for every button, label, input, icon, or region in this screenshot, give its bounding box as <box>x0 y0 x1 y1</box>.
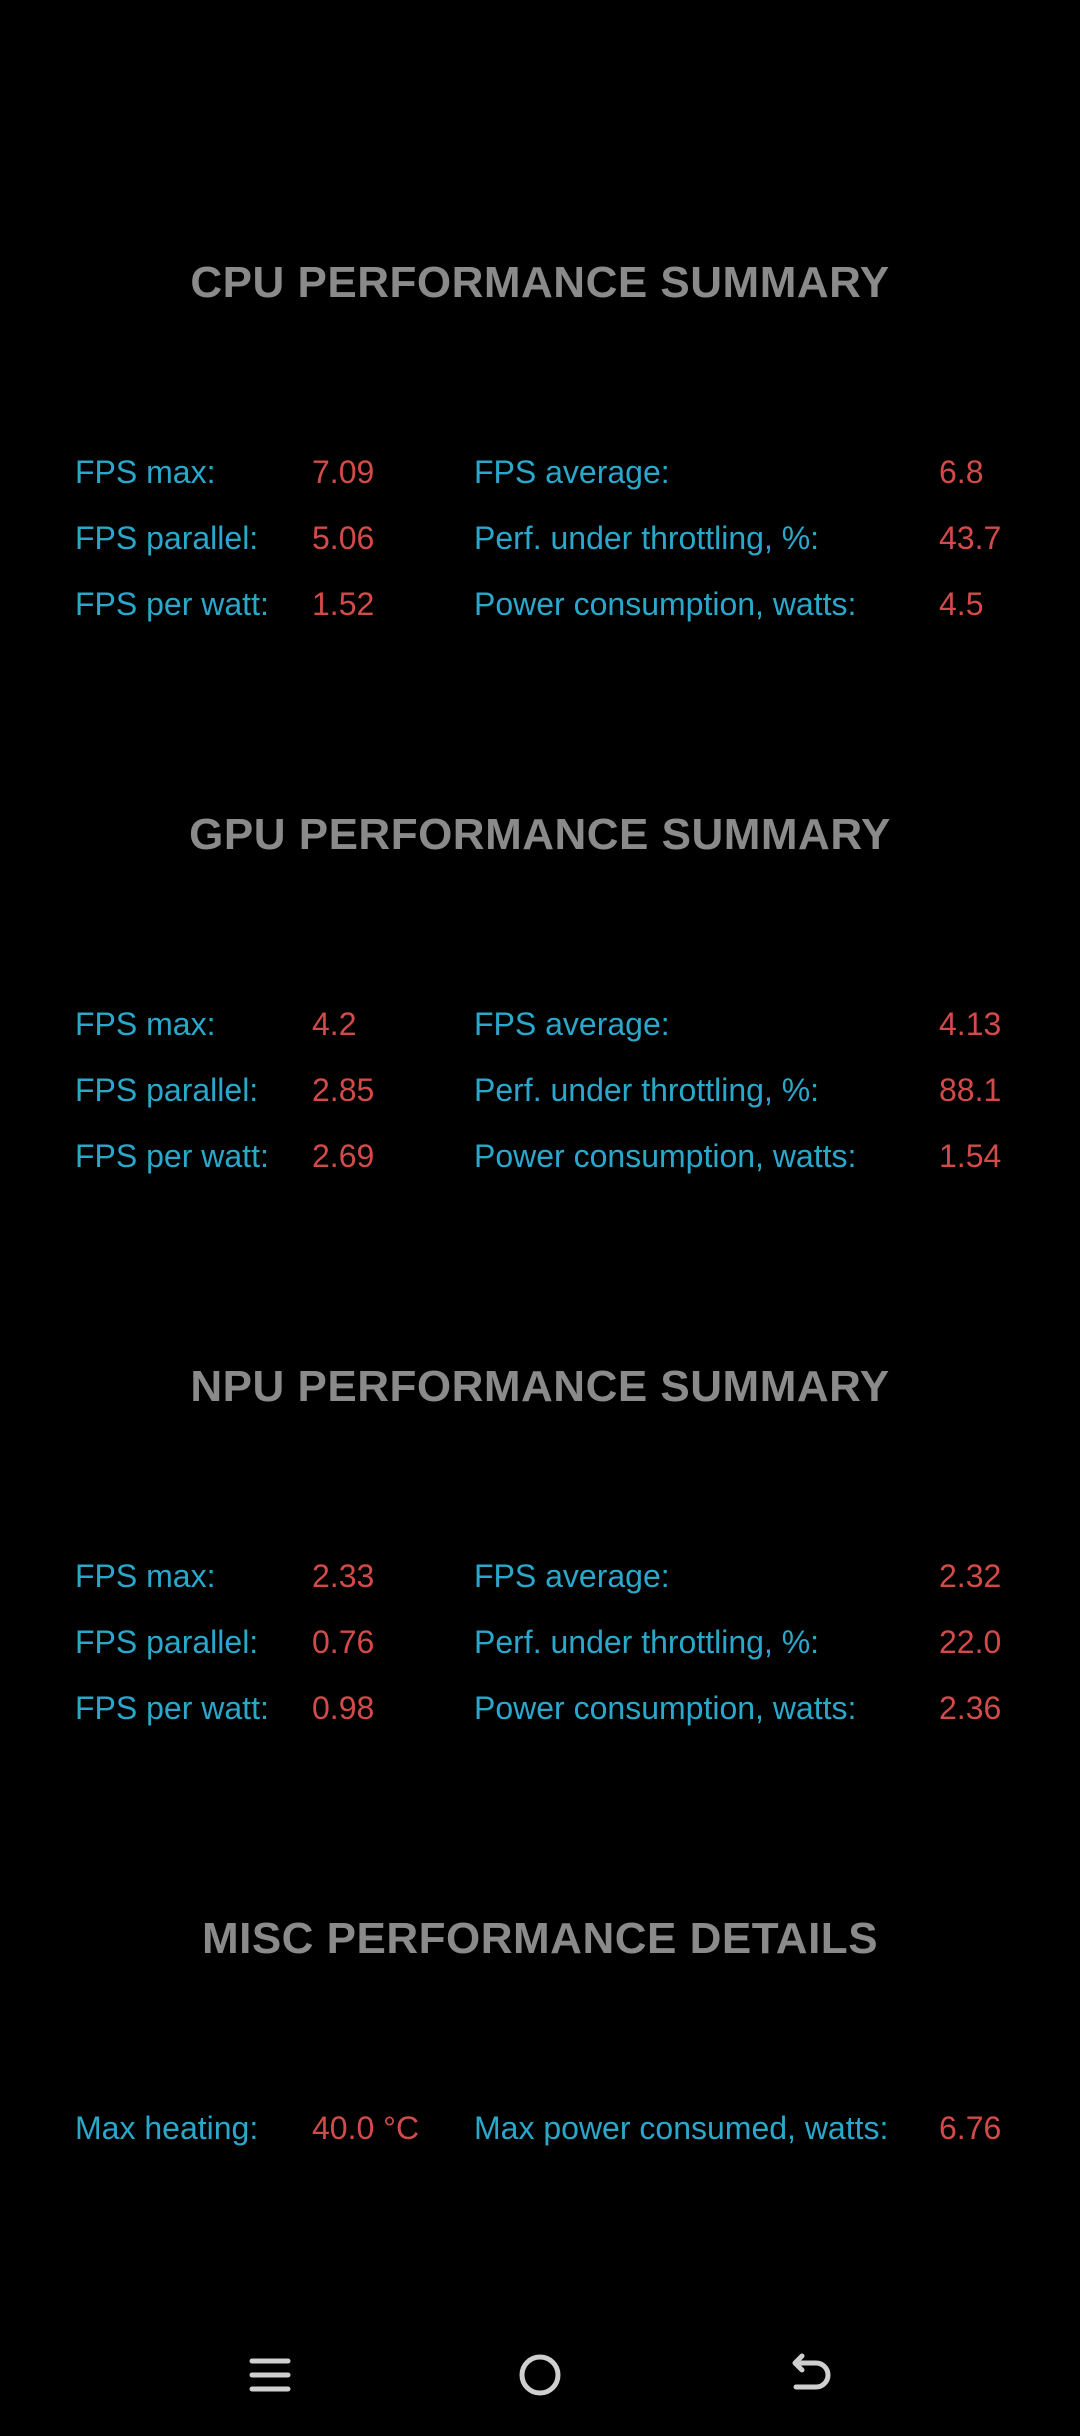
metric-value: 0.76 <box>312 1624 375 1660</box>
metric-label: Perf. under throttling, %: <box>474 520 820 556</box>
metric-label: FPS per watt: <box>75 1690 269 1726</box>
section-title: MISC PERFORMANCE DETAILS <box>201 1914 879 1963</box>
section-title: CPU PERFORMANCE SUMMARY <box>190 258 890 307</box>
metric-label: FPS per watt: <box>75 586 269 622</box>
metric-value: 40.0 °C <box>312 2110 420 2146</box>
metric-label: FPS per watt: <box>75 1138 269 1174</box>
metric-label: FPS max: <box>75 1006 216 1042</box>
home-button[interactable] <box>500 2330 580 2420</box>
metric-label: Max heating: <box>75 2110 259 2146</box>
metric-value: 43.7 <box>939 520 1002 556</box>
recents-button[interactable] <box>230 2330 310 2420</box>
metric-value: 4.2 <box>312 1006 357 1042</box>
metric-value: 1.54 <box>939 1138 1002 1174</box>
menu-icon <box>249 2358 291 2392</box>
metric-label: FPS parallel: <box>75 1624 259 1660</box>
metric-label: Power consumption, watts: <box>474 1690 857 1726</box>
home-icon <box>519 2354 561 2396</box>
metric-label: FPS parallel: <box>75 520 259 556</box>
metric-value: 2.85 <box>312 1072 375 1108</box>
metric-value: 2.36 <box>939 1690 1002 1726</box>
section-title: NPU PERFORMANCE SUMMARY <box>190 1362 890 1411</box>
metric-value: 4.13 <box>939 1006 1002 1042</box>
metric-value: 6.8 <box>939 454 984 490</box>
metric-label: FPS average: <box>474 454 670 490</box>
metric-value: 4.5 <box>939 586 984 622</box>
metric-label: Max power consumed, watts: <box>474 2110 889 2146</box>
metric-label: FPS parallel: <box>75 1072 259 1108</box>
metric-label: FPS average: <box>474 1006 670 1042</box>
metric-value: 6.76 <box>939 2110 1002 2146</box>
metric-value: 88.1 <box>939 1072 1002 1108</box>
metric-value: 0.98 <box>312 1690 375 1726</box>
metric-label: FPS max: <box>75 1558 216 1594</box>
back-button[interactable] <box>770 2330 850 2420</box>
metric-label: Perf. under throttling, %: <box>474 1072 820 1108</box>
metric-value: 2.69 <box>312 1138 375 1174</box>
back-icon <box>792 2353 831 2390</box>
metric-value: 7.09 <box>312 454 375 490</box>
section-title: GPU PERFORMANCE SUMMARY <box>189 810 891 859</box>
metric-value: 2.33 <box>312 1558 375 1594</box>
metric-label: Perf. under throttling, %: <box>474 1624 820 1660</box>
metric-value: 22.0 <box>939 1624 1002 1660</box>
metric-label: FPS average: <box>474 1558 670 1594</box>
metric-value: 5.06 <box>312 520 375 556</box>
metric-value: 1.52 <box>312 586 375 622</box>
metric-label: Power consumption, watts: <box>474 1138 857 1174</box>
system-navigation-bar <box>0 2330 1080 2436</box>
metric-label: FPS max: <box>75 454 216 490</box>
metric-value: 2.32 <box>939 1558 1002 1594</box>
metric-label: Power consumption, watts: <box>474 586 857 622</box>
